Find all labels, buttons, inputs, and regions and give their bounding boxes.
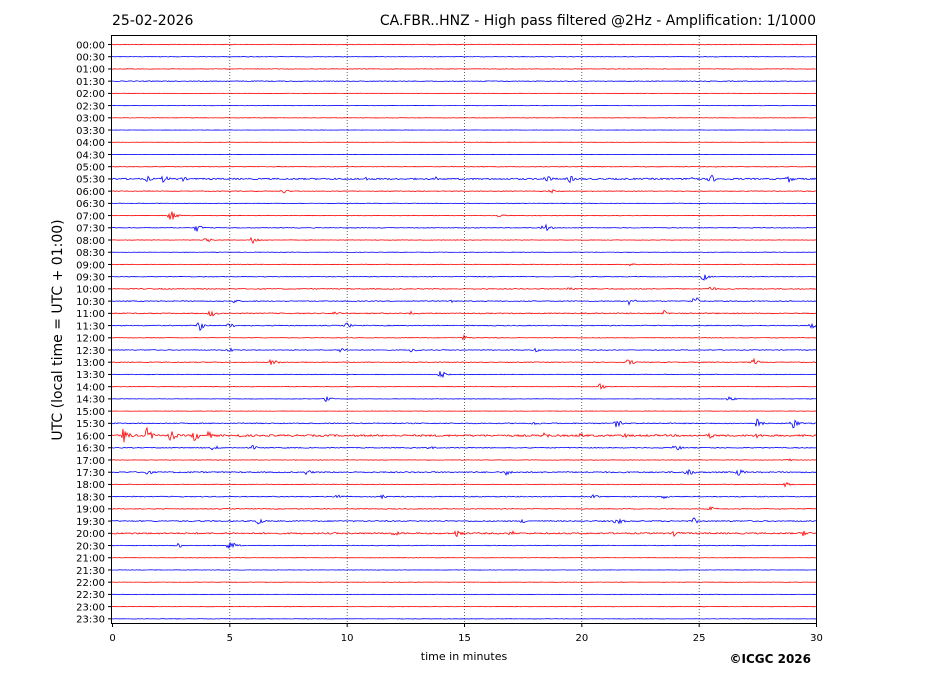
y-tick-label: 07:00 (76, 211, 105, 222)
y-tick-label: 07:30 (76, 224, 105, 235)
trace-group (111, 43, 817, 620)
x-tick-label: 25 (693, 633, 706, 644)
y-tick-label: 02:30 (76, 101, 105, 112)
chart-title: CA.FBR..HNZ - High pass filtered @2Hz - … (380, 13, 816, 29)
y-tick-label: 00:30 (76, 53, 105, 64)
grid-group (229, 36, 700, 623)
trace-0900 (111, 263, 817, 267)
y-tick-label: 13:00 (76, 358, 105, 369)
y-tick-label: 05:00 (76, 163, 105, 174)
trace-0130 (111, 80, 817, 82)
y-tick-label: 00:00 (76, 40, 105, 51)
y-tick-label: 22:30 (76, 590, 105, 601)
x-tick-label: 5 (227, 633, 233, 644)
y-axis-label: UTC (local time = UTC + 01:00) (50, 219, 66, 440)
trace-1130 (111, 322, 817, 332)
x-axis-label: time in minutes (421, 650, 508, 663)
y-tick-label: 01:00 (76, 65, 105, 76)
x-tick-label: 10 (341, 633, 354, 644)
y-tick-label: 18:00 (76, 480, 105, 491)
y-tick-label: 01:30 (76, 77, 105, 88)
y-tick-label: 19:00 (76, 505, 105, 516)
y-tick-label: 22:00 (76, 578, 105, 589)
trace-0800 (111, 236, 817, 245)
trace-0700 (111, 211, 817, 220)
y-tick-label: 03:30 (76, 126, 105, 137)
y-tick-label: 11:30 (76, 321, 105, 332)
trace-1400 (111, 383, 817, 390)
y-tick-label: 16:00 (76, 431, 105, 442)
y-tick-label: 08:30 (76, 248, 105, 259)
trace-1300 (111, 357, 817, 366)
y-tick-label: 10:30 (76, 297, 105, 308)
y-tick-label: 15:00 (76, 407, 105, 418)
trace-1330 (111, 371, 817, 379)
y-tick-label: 23:00 (76, 602, 105, 613)
y-tick-label: 05:30 (76, 175, 105, 186)
y-tick-label: 10:00 (76, 285, 105, 296)
y-tick-label: 13:30 (76, 370, 105, 381)
x-tick-label: 20 (575, 633, 588, 644)
trace-0600 (111, 189, 817, 194)
y-tick-label: 12:00 (76, 334, 105, 345)
trace-1030 (111, 297, 817, 306)
trace-1000 (111, 286, 817, 291)
trace-2030 (111, 542, 817, 549)
y-tick-label: 14:30 (76, 395, 105, 406)
y-tick-label: 03:00 (76, 114, 105, 125)
trace-1630 (111, 444, 817, 451)
y-tick-label: 17:00 (76, 456, 105, 467)
x-axis: 0 5 10 15 20 25 30 (109, 623, 823, 644)
y-tick-label: 08:00 (76, 236, 105, 247)
trace-2000 (111, 530, 817, 538)
x-tick-label: 15 (458, 633, 471, 644)
y-tick-label: 17:30 (76, 468, 105, 479)
y-tick-label: 04:00 (76, 138, 105, 149)
y-tick-label: 02:00 (76, 89, 105, 100)
y-tick-label: 11:00 (76, 309, 105, 320)
trace-1600 (111, 426, 817, 443)
y-tick-label: 20:00 (76, 529, 105, 540)
y-tick-label: 21:30 (76, 566, 105, 577)
trace-1530 (111, 418, 817, 429)
y-tick-label: 09:00 (76, 260, 105, 271)
trace-1900 (111, 506, 817, 511)
y-tick-label: 20:30 (76, 541, 105, 552)
trace-1430 (111, 396, 817, 403)
trace-1100 (111, 309, 817, 317)
trace-1230 (111, 347, 817, 353)
y-tick-label: 15:30 (76, 419, 105, 430)
y-tick-label: 18:30 (76, 492, 105, 503)
trace-0000 (111, 43, 817, 46)
trace-0530 (111, 174, 817, 184)
trace-1700 (111, 458, 817, 462)
trace-1930 (111, 517, 817, 525)
x-tick-label: 30 (810, 633, 823, 644)
trace-1800 (111, 481, 817, 488)
trace-0930 (111, 274, 817, 281)
y-tick-label: 21:00 (76, 554, 105, 565)
y-tick-label: 06:00 (76, 187, 105, 198)
trace-1830 (111, 494, 817, 500)
date-label: 25-02-2026 (112, 13, 193, 29)
y-tick-label: 04:30 (76, 150, 105, 161)
y-tick-label: 06:30 (76, 199, 105, 210)
trace-1200 (111, 333, 817, 341)
x-tick-label: 0 (109, 633, 115, 644)
y-tick-label: 16:30 (76, 444, 105, 455)
y-tick-label: 19:30 (76, 517, 105, 528)
y-tick-label: 23:30 (76, 615, 105, 626)
plot-frame (111, 35, 817, 624)
y-tick-label: 14:00 (76, 382, 105, 393)
trace-1730 (111, 468, 817, 476)
copyright-label: ©ICGC 2026 (729, 652, 811, 666)
y-tick-label: 09:30 (76, 272, 105, 283)
y-tick-label: 12:30 (76, 346, 105, 357)
trace-0730 (111, 223, 817, 232)
